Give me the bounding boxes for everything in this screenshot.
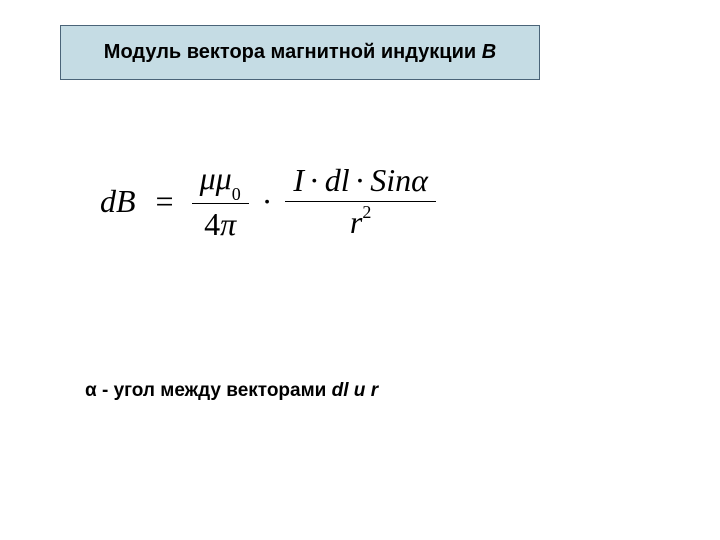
alpha: α: [411, 162, 428, 198]
title-box: Модуль вектора магнитной индукции В: [60, 25, 540, 80]
dl: dl: [325, 162, 350, 198]
equals-sign: =: [156, 183, 174, 220]
formula-lhs: dB: [100, 183, 136, 220]
denominator-1: 4π: [196, 204, 244, 243]
title-variable: В: [482, 41, 496, 63]
four: 4: [204, 206, 220, 242]
description-text: α - угол между векторами dl и r: [85, 380, 378, 402]
mu-subscript: 0: [232, 184, 241, 204]
current-I: I: [293, 162, 304, 198]
desc-r: r: [371, 380, 378, 401]
dot-2: ·: [309, 162, 320, 198]
dot-separator-1: ·: [262, 183, 273, 220]
pi: π: [220, 206, 236, 242]
mu-mu: μμ: [200, 160, 232, 196]
fraction-1: μμ0 4π: [192, 160, 249, 243]
r: r: [350, 204, 362, 240]
title-main: Модуль вектора магнитной индукции: [104, 41, 482, 63]
numerator-1: μμ0: [192, 160, 249, 204]
numerator-2: I·dl·Sinα: [285, 162, 436, 202]
sin: Sin: [370, 162, 411, 198]
title-text: Модуль вектора магнитной индукции В: [104, 41, 496, 64]
desc-text1: - угол между векторами: [97, 380, 332, 401]
denominator-2: r2: [342, 202, 379, 241]
formula: dB = μμ0 4π · I·dl·Sinα r2: [100, 160, 444, 243]
desc-alpha: α: [85, 380, 97, 401]
r-superscript: 2: [362, 202, 371, 222]
desc-text2: и: [349, 380, 371, 401]
dot-3: ·: [355, 162, 366, 198]
desc-dl: dl: [332, 380, 349, 401]
fraction-2: I·dl·Sinα r2: [285, 162, 436, 241]
